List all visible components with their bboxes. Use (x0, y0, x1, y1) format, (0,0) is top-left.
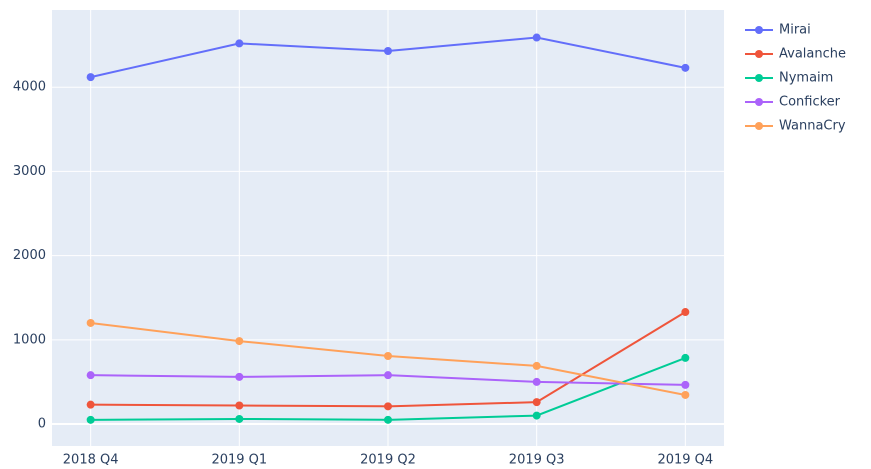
point (681, 353, 690, 362)
point (384, 415, 392, 424)
point (532, 398, 541, 407)
point (86, 415, 95, 424)
point (86, 371, 95, 380)
point (86, 318, 95, 327)
point (532, 33, 541, 42)
y-tick-label: 1000 (13, 332, 46, 347)
point (235, 414, 244, 423)
point (532, 411, 541, 420)
x-tick-label: 2019 Q2 (360, 453, 416, 468)
legend-marker (755, 122, 763, 130)
legend-label: WannaCry (779, 119, 846, 134)
legend-label: Nymaim (779, 71, 833, 86)
legend-label: Conficker (779, 95, 841, 110)
y-tick-label: 2000 (13, 248, 46, 263)
point (532, 361, 541, 370)
y-tick-label: 0 (38, 417, 46, 432)
point (681, 308, 690, 317)
legend-marker (755, 74, 763, 82)
point (384, 402, 392, 411)
point (681, 380, 690, 389)
legend-marker (755, 98, 763, 106)
point (384, 47, 392, 56)
legend-label: Mirai (779, 23, 811, 38)
point (681, 390, 690, 399)
point (235, 337, 244, 346)
point (86, 400, 95, 409)
point (384, 351, 392, 360)
point (681, 63, 690, 72)
legend-marker (755, 26, 763, 34)
point (532, 377, 541, 386)
x-tick-label: 2019 Q1 (211, 453, 267, 468)
point (235, 372, 244, 381)
point (86, 73, 95, 82)
y-tick-label: 4000 (13, 80, 46, 95)
legend-marker (755, 50, 763, 58)
point (235, 401, 244, 410)
point (384, 371, 392, 380)
legend-label: Avalanche (779, 47, 846, 62)
point (235, 39, 244, 48)
y-tick-label: 3000 (13, 164, 46, 179)
x-tick-label: 2019 Q3 (509, 453, 565, 468)
x-tick-label: 2018 Q4 (63, 453, 119, 468)
x-tick-label: 2019 Q4 (657, 453, 713, 468)
